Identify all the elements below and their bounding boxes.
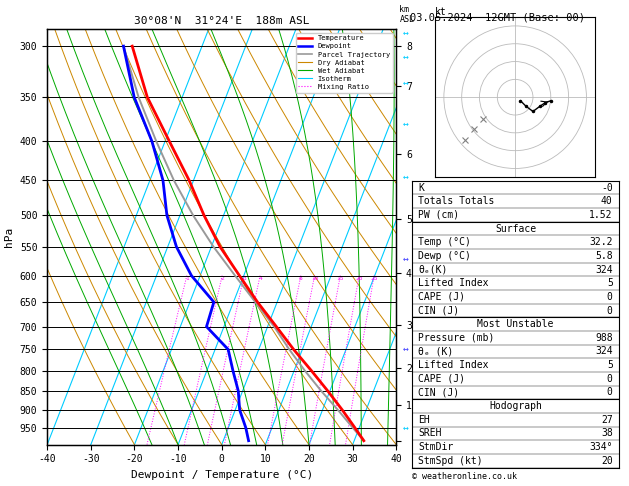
Text: 20: 20 bbox=[601, 456, 613, 466]
Text: 10: 10 bbox=[311, 276, 318, 280]
Text: 15: 15 bbox=[337, 276, 344, 280]
Text: 0: 0 bbox=[607, 374, 613, 384]
Text: 38: 38 bbox=[601, 428, 613, 438]
Title: 30°08'N  31°24'E  188m ASL: 30°08'N 31°24'E 188m ASL bbox=[134, 16, 309, 26]
Text: © weatheronline.co.uk: © weatheronline.co.uk bbox=[412, 472, 517, 481]
Text: 324: 324 bbox=[595, 347, 613, 356]
Text: 25: 25 bbox=[370, 276, 378, 280]
Text: 0: 0 bbox=[607, 387, 613, 398]
Text: ↔: ↔ bbox=[403, 423, 408, 433]
Text: 4: 4 bbox=[259, 276, 262, 280]
Text: 1: 1 bbox=[185, 276, 189, 280]
Text: θₑ(K): θₑ(K) bbox=[418, 264, 448, 275]
Y-axis label: Mixing Ratio (g/kg): Mixing Ratio (g/kg) bbox=[415, 193, 424, 281]
Text: PW (cm): PW (cm) bbox=[418, 210, 459, 220]
Text: 27: 27 bbox=[601, 415, 613, 425]
Text: ↔: ↔ bbox=[403, 254, 408, 263]
Text: CIN (J): CIN (J) bbox=[418, 387, 459, 398]
Text: EH: EH bbox=[418, 415, 430, 425]
Text: CAPE (J): CAPE (J) bbox=[418, 374, 465, 384]
Text: ↔: ↔ bbox=[403, 172, 408, 182]
Text: SREH: SREH bbox=[418, 428, 442, 438]
Text: 0: 0 bbox=[607, 306, 613, 315]
Text: CAPE (J): CAPE (J) bbox=[418, 292, 465, 302]
Text: 32.2: 32.2 bbox=[589, 237, 613, 247]
Text: Most Unstable: Most Unstable bbox=[477, 319, 554, 329]
Text: Lifted Index: Lifted Index bbox=[418, 278, 489, 288]
Text: θₑ (K): θₑ (K) bbox=[418, 347, 454, 356]
Text: 8: 8 bbox=[299, 276, 303, 280]
Text: ↔: ↔ bbox=[403, 28, 408, 38]
Text: 3: 3 bbox=[242, 276, 246, 280]
Text: 5.8: 5.8 bbox=[595, 251, 613, 261]
Text: 0: 0 bbox=[607, 292, 613, 302]
Text: -0: -0 bbox=[601, 183, 613, 192]
Text: K: K bbox=[418, 183, 424, 192]
Text: Totals Totals: Totals Totals bbox=[418, 196, 494, 206]
Y-axis label: hPa: hPa bbox=[4, 227, 14, 247]
Text: 5: 5 bbox=[607, 278, 613, 288]
Text: 40: 40 bbox=[601, 196, 613, 206]
X-axis label: Dewpoint / Temperature (°C): Dewpoint / Temperature (°C) bbox=[131, 470, 313, 480]
Text: ↔: ↔ bbox=[403, 345, 408, 354]
Text: Pressure (mb): Pressure (mb) bbox=[418, 333, 494, 343]
Text: 03.05.2024  12GMT (Base: 00): 03.05.2024 12GMT (Base: 00) bbox=[410, 12, 585, 22]
Text: 20: 20 bbox=[355, 276, 363, 280]
Text: StmDir: StmDir bbox=[418, 442, 454, 452]
Text: ↔: ↔ bbox=[403, 78, 408, 88]
Text: 5: 5 bbox=[607, 360, 613, 370]
Text: Surface: Surface bbox=[495, 224, 536, 234]
Text: Temp (°C): Temp (°C) bbox=[418, 237, 471, 247]
Text: ↔: ↔ bbox=[403, 120, 408, 129]
Text: ↔: ↔ bbox=[403, 52, 408, 62]
Legend: Temperature, Dewpoint, Parcel Trajectory, Dry Adiabat, Wet Adiabat, Isotherm, Mi: Temperature, Dewpoint, Parcel Trajectory… bbox=[296, 33, 392, 93]
Text: 988: 988 bbox=[595, 333, 613, 343]
Text: StmSpd (kt): StmSpd (kt) bbox=[418, 456, 483, 466]
Text: CIN (J): CIN (J) bbox=[418, 306, 459, 315]
Text: Dewp (°C): Dewp (°C) bbox=[418, 251, 471, 261]
Text: 2: 2 bbox=[220, 276, 224, 280]
Text: 1.52: 1.52 bbox=[589, 210, 613, 220]
Text: kt: kt bbox=[435, 7, 447, 17]
Text: Lifted Index: Lifted Index bbox=[418, 360, 489, 370]
Text: 324: 324 bbox=[595, 264, 613, 275]
Text: 334°: 334° bbox=[589, 442, 613, 452]
Text: km
ASL: km ASL bbox=[399, 5, 415, 24]
Text: Hodograph: Hodograph bbox=[489, 401, 542, 411]
